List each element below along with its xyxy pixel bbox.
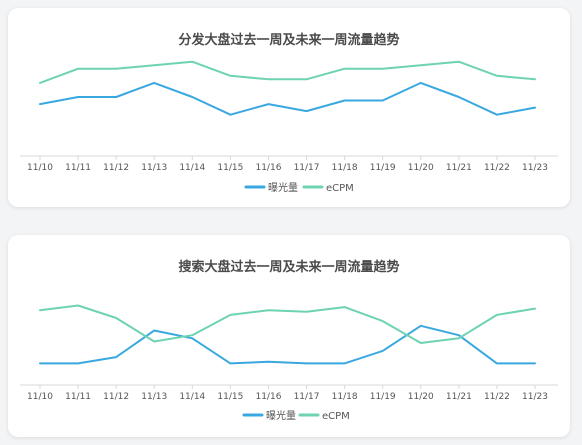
chart1-tick-label: 11/20	[408, 163, 434, 173]
chart1-tick-label: 11/15	[217, 163, 243, 173]
chart1-tick-label: 11/13	[141, 163, 167, 173]
chart1-tick-label: 11/23	[522, 163, 548, 173]
chart-card-search: 搜索大盘过去一周及未来一周流量趋势 11/10 11/11 11/12 11/13 11/…	[8, 235, 570, 437]
chart1-series-line-ecpm	[39, 60, 536, 84]
chart1-tick-label: 11/16	[255, 163, 281, 173]
chart1-legend-item[interactable]: 曝光量	[244, 181, 298, 194]
chart1-tick-label: 11/19	[370, 163, 396, 173]
chart1-tick-label: 11/18	[332, 163, 358, 173]
chart2-tick-label: 11/15	[217, 392, 243, 402]
chart2-series-line-ecpm	[39, 304, 536, 344]
chart2-tick-label: 11/13	[141, 392, 167, 402]
chart1-tick-label: 11/21	[446, 163, 472, 173]
chart2-tick-label: 11/12	[103, 392, 129, 402]
chart2-tick-label: 11/10	[27, 392, 53, 402]
chart1-series-line-exposure	[39, 81, 536, 116]
chart1-tick-label: 11/14	[179, 163, 205, 173]
chart1-tick-label: 11/12	[103, 163, 129, 173]
chart2-tick-label: 11/11	[65, 392, 91, 402]
chart2-tick-label: 11/14	[179, 392, 205, 402]
chart1-legend-item[interactable]: eCPM	[302, 183, 354, 194]
chart2-legend-item[interactable]: eCPM	[298, 411, 350, 422]
chart1-tick-label: 11/11	[65, 163, 91, 173]
chart2-tick-label: 11/18	[332, 392, 358, 402]
chart2-tick-label: 11/20	[408, 392, 434, 402]
chart2-legend-item[interactable]: 曝光量	[242, 409, 296, 422]
chart1-legend-label: eCPM	[326, 183, 354, 194]
distribution-traffic-chart: 分发大盘过去一周及未来一周流量趋势 11/10 11/11 11/12 11/13 11/…	[20, 32, 558, 194]
search-traffic-chart: 搜索大盘过去一周及未来一周流量趋势 11/10 11/11 11/12 11/13 11/…	[20, 259, 558, 422]
chart1-tick-label: 11/10	[27, 163, 53, 173]
chart2-tick-label: 11/21	[446, 392, 472, 402]
chart1-legend-label: 曝光量	[268, 181, 298, 194]
chart1-title: 分发大盘过去一周及未来一周流量趋势	[178, 32, 399, 48]
chart1-tick-label: 11/17	[294, 163, 320, 173]
chart2-tick-label: 11/23	[522, 392, 548, 402]
chart2-tick-label: 11/17	[294, 392, 320, 402]
chart2-legend-label: eCPM	[322, 411, 350, 422]
chart2-tick-label: 11/19	[370, 392, 396, 402]
chart2-series-line-exposure	[39, 324, 536, 365]
chart2-tick-label: 11/16	[255, 392, 281, 402]
chart-card-distribution: 分发大盘过去一周及未来一周流量趋势 11/10 11/11 11/12 11/13 11/…	[8, 8, 570, 207]
chart2-title: 搜索大盘过去一周及未来一周流量趋势	[178, 259, 399, 275]
chart2-tick-label: 11/22	[484, 392, 510, 402]
chart1-tick-label: 11/22	[484, 163, 510, 173]
chart2-legend-label: 曝光量	[266, 409, 296, 422]
